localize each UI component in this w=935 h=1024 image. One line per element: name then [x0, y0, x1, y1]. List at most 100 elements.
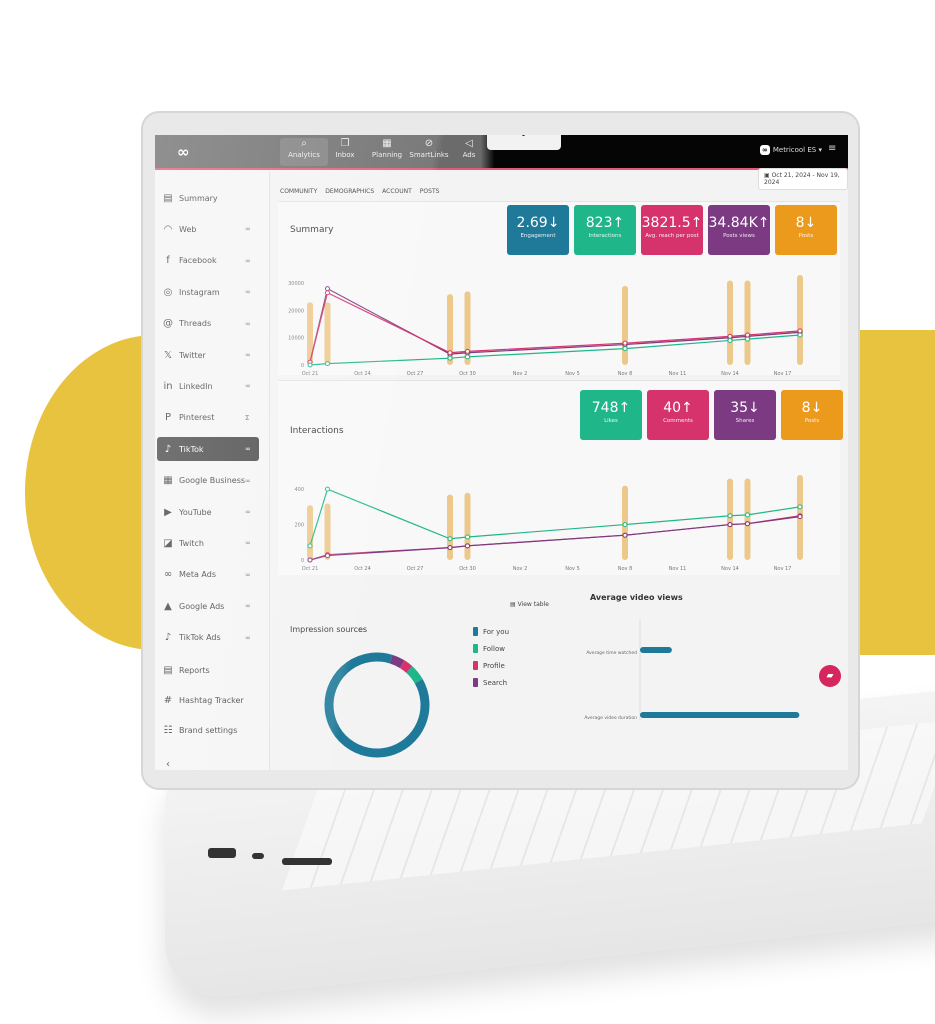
sidebar-item-youtube[interactable]: ▶ YouTube ∞ — [157, 500, 259, 524]
data-point[interactable] — [325, 486, 330, 492]
legend-item[interactable]: For you — [473, 627, 509, 636]
data-point[interactable] — [797, 332, 803, 338]
nav-smartlinks[interactable]: ⊘ SmartLinks — [405, 138, 453, 159]
data-point[interactable] — [447, 545, 453, 551]
impression-sources-title: Impression sources — [290, 625, 368, 634]
data-point[interactable] — [325, 553, 330, 559]
sidebar-item-facebook[interactable]: f Facebook ∞ — [157, 249, 259, 273]
data-point[interactable] — [727, 513, 733, 519]
legend-item[interactable]: Follow — [473, 644, 509, 653]
data-point[interactable] — [465, 354, 470, 360]
network-icon: ▦ — [163, 475, 173, 487]
chat-button[interactable]: ▰ — [819, 665, 841, 687]
connect-status-icon: ∞ — [245, 602, 251, 611]
data-point[interactable] — [797, 504, 803, 510]
sidebar-item-hashtag-tracker[interactable]: # Hashtag Tracker — [157, 688, 259, 712]
donut-slice[interactable] — [399, 660, 413, 673]
post-bar — [307, 505, 313, 560]
kpi-avg-reach-per-post[interactable]: 3821.5↑ Avg. reach per post — [641, 205, 703, 255]
sidebar-item-meta-ads[interactable]: ∞ Meta Ads ∞ — [157, 563, 259, 587]
kpi-shares[interactable]: 35↓ Shares — [714, 390, 776, 440]
donut-slice[interactable] — [389, 654, 405, 669]
sidebar-item-linkedin[interactable]: in LinkedIn ∞ — [157, 374, 259, 398]
sidebar-item-reports[interactable]: ▤ Reports — [157, 658, 259, 682]
legend-item[interactable]: Search — [473, 678, 509, 687]
data-point[interactable] — [325, 290, 330, 296]
date-range-picker[interactable]: ▣ Oct 21, 2024 - Nov 19, 2024 — [758, 168, 848, 190]
bar-label: Average time watched — [586, 650, 637, 656]
sidebar-item-web[interactable]: ◠ Web ∞ — [157, 217, 259, 241]
kpi-likes[interactable]: 748↑ Likes — [580, 390, 642, 440]
account-avatar: ∞ — [760, 145, 770, 155]
data-point[interactable] — [447, 350, 453, 356]
connect-status-icon: ∞ — [245, 382, 251, 391]
view-table-button[interactable]: ▤ View table — [510, 601, 549, 608]
data-point[interactable] — [447, 355, 453, 361]
data-point[interactable] — [745, 332, 750, 338]
data-point[interactable] — [465, 543, 470, 549]
connect-status-icon: ∞ — [245, 476, 251, 485]
sidebar-item-google-business[interactable]: ▦ Google Business ...∞ — [157, 469, 259, 493]
kpi-posts[interactable]: 8↓ Posts — [781, 390, 843, 440]
data-point[interactable] — [325, 361, 330, 367]
kpi-engagement[interactable]: 2.69↓ Engagement — [507, 205, 569, 255]
sidebar-item-label: Twitter — [179, 350, 206, 360]
data-point[interactable] — [727, 522, 733, 528]
legend-label: Search — [483, 678, 508, 687]
sidebar-item-summary[interactable]: ▤ Summary — [157, 186, 259, 210]
data-point[interactable] — [465, 534, 470, 540]
data-point[interactable] — [727, 333, 733, 339]
sidebar-item-twitch[interactable]: ◪ Twitch ∞ — [157, 531, 259, 555]
sidebar-item-instagram[interactable]: ◎ Instagram ∞ — [157, 280, 259, 304]
donut-slice[interactable] — [324, 652, 430, 758]
sidebar-item-brand-settings[interactable]: ☷ Brand settings — [157, 718, 259, 742]
post-bar — [447, 494, 453, 560]
kpi-value: 40↑ — [663, 400, 693, 416]
tab-demographics[interactable]: DEMOGRAPHICS — [325, 188, 375, 195]
data-point[interactable] — [307, 362, 313, 368]
data-point[interactable] — [307, 557, 313, 563]
data-point[interactable] — [622, 532, 628, 538]
tab-posts[interactable]: POSTS — [419, 188, 440, 195]
tab-account[interactable]: ACCOUNT — [382, 188, 412, 195]
metricool-logo[interactable]: ∞ — [177, 143, 190, 161]
sidebar-item-tiktok[interactable]: ♪ TikTok ∞ — [157, 437, 259, 462]
y-tick-label: 10000 — [288, 336, 304, 342]
sidebar-item-twitter[interactable]: 𝕏 Twitter ∞ — [157, 343, 259, 367]
impression-donut-chart — [324, 652, 430, 758]
data-point[interactable] — [622, 522, 628, 528]
data-point[interactable] — [622, 340, 628, 346]
video-bar[interactable] — [640, 712, 800, 718]
kpi-posts[interactable]: 8↓ Posts — [775, 205, 837, 255]
data-point[interactable] — [745, 521, 750, 527]
data-point[interactable] — [745, 512, 750, 518]
data-point[interactable] — [797, 514, 803, 520]
data-point[interactable] — [622, 346, 628, 352]
nav-analytics[interactable]: ⌕ Analytics — [280, 138, 328, 166]
tab-community[interactable]: COMMUNITY — [280, 188, 318, 195]
nav-ads[interactable]: ◁ Ads — [445, 138, 493, 159]
data-point[interactable] — [307, 543, 313, 549]
sidebar-item-threads[interactable]: @ Threads ∞ — [157, 312, 259, 336]
donut-slice[interactable] — [406, 666, 423, 684]
sidebar-item-tiktok-ads[interactable]: ♪ TikTok Ads ∞ — [157, 626, 259, 650]
data-point[interactable] — [797, 328, 803, 334]
nav-planning[interactable]: ▦ Planning — [363, 138, 411, 159]
data-point[interactable] — [325, 286, 330, 292]
sidebar-item-google-ads[interactable]: ▲ Google Ads ∞ — [157, 594, 259, 618]
kpi-interactions[interactable]: 823↑ Interactions — [574, 205, 636, 255]
data-point[interactable] — [727, 337, 733, 343]
kpi-comments[interactable]: 40↑ Comments — [647, 390, 709, 440]
video-bar[interactable] — [640, 647, 672, 653]
legend-swatch — [473, 627, 478, 636]
legend-item[interactable]: Profile — [473, 661, 509, 670]
kpi-posts-views[interactable]: 34.84K↑ Posts views — [708, 205, 770, 255]
collapse-sidebar-button[interactable]: ‹ — [157, 752, 259, 770]
data-point[interactable] — [465, 348, 470, 354]
menu-icon[interactable]: ≡ — [828, 143, 837, 154]
data-point[interactable] — [745, 336, 750, 342]
data-point[interactable] — [447, 536, 453, 542]
account-selector[interactable]: ∞ Metricool ES ▾ — [760, 145, 822, 155]
sidebar-item-pinterest[interactable]: P Pinterest Σ — [157, 406, 259, 430]
nav-inbox[interactable]: ❐ Inbox — [321, 138, 369, 159]
